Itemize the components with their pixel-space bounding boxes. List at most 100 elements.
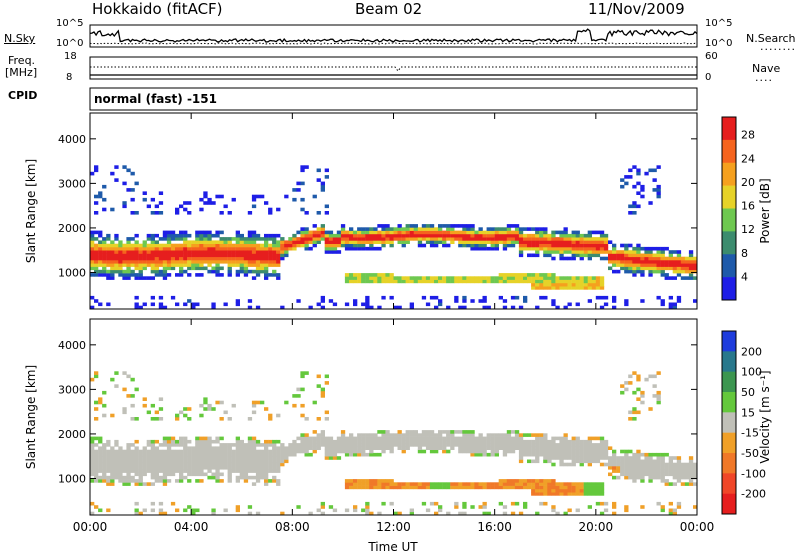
power-cell	[90, 253, 95, 258]
power-cell	[591, 286, 597, 290]
velocity-cell	[632, 469, 637, 473]
power-cell	[660, 273, 665, 277]
velocity-cell	[211, 462, 216, 467]
power-cell	[308, 230, 313, 235]
velocity-cell	[195, 443, 200, 447]
power-cell	[462, 276, 467, 280]
power-cell	[668, 276, 673, 280]
velocity-cell	[353, 436, 358, 441]
power-cell	[535, 286, 540, 290]
power-cell	[239, 266, 244, 271]
power-cell	[134, 233, 139, 238]
power-cell	[146, 250, 151, 254]
power-cell	[389, 233, 394, 238]
power-cell	[336, 233, 342, 238]
velocity-cell	[640, 400, 645, 405]
velocity-cell	[466, 449, 471, 454]
velocity-cell	[405, 482, 410, 486]
power-cell	[640, 266, 645, 271]
velocity-cell	[175, 466, 180, 470]
velocity-cell	[138, 479, 143, 483]
velocity-cell	[170, 501, 176, 506]
power-cell	[195, 230, 200, 235]
velocity-cell	[284, 459, 289, 464]
power-cell	[421, 237, 427, 241]
power-cell	[672, 276, 677, 280]
power-cell	[486, 237, 491, 241]
power-cell	[126, 250, 131, 254]
velocity-cell	[531, 492, 536, 496]
velocity-cell	[676, 469, 682, 473]
velocity-cell	[276, 466, 281, 470]
velocity-cell	[296, 449, 301, 454]
power-cell	[126, 276, 131, 280]
power-cell	[567, 246, 572, 251]
power-cell	[510, 243, 516, 248]
velocity-cell	[636, 462, 641, 467]
velocity-cell	[498, 436, 503, 441]
power-cell	[620, 266, 625, 271]
power-cell	[328, 243, 334, 248]
power-cell	[98, 240, 103, 244]
power-cell	[357, 240, 362, 244]
velocity-cell	[620, 469, 625, 473]
power-cell	[328, 237, 334, 241]
velocity-cell	[215, 439, 220, 444]
velocity-cell	[365, 501, 370, 506]
velocity-cell	[175, 413, 180, 418]
power-cell	[272, 263, 277, 267]
velocity-cell	[413, 430, 418, 434]
velocity-cell	[409, 511, 414, 516]
power-cell	[510, 273, 516, 277]
velocity-cell	[490, 449, 495, 454]
power-cell	[118, 269, 123, 274]
power-cell	[134, 211, 139, 215]
velocity-cell	[514, 446, 520, 450]
power-cell	[154, 256, 159, 261]
velocity-cell	[122, 456, 127, 460]
power-cell	[170, 263, 176, 267]
power-cell	[211, 240, 216, 244]
power-cell	[591, 230, 597, 235]
power-cell	[154, 211, 159, 215]
power-cell	[90, 237, 95, 241]
velocity-cell	[300, 449, 305, 454]
power-cell	[122, 256, 127, 261]
velocity-cell	[551, 482, 556, 486]
velocity-cell	[243, 462, 249, 467]
velocity-cell	[583, 485, 588, 490]
velocity-cell	[122, 371, 127, 375]
power-cell	[425, 240, 431, 244]
velocity-cell	[211, 439, 216, 444]
power-cell	[162, 246, 168, 251]
power-cell	[595, 237, 601, 241]
power-cell	[207, 230, 212, 235]
power-cell	[458, 230, 463, 235]
power-cell	[599, 250, 605, 254]
power-cell	[603, 240, 609, 244]
velocity-cell	[438, 430, 443, 434]
velocity-cell	[502, 449, 508, 454]
velocity-cell	[175, 469, 180, 473]
velocity-cell	[429, 443, 435, 447]
power-cell	[636, 246, 641, 251]
velocity-cell	[247, 439, 253, 444]
power-cell	[284, 194, 289, 199]
power-cell	[195, 263, 200, 267]
velocity-cell	[235, 456, 240, 460]
power-cell	[369, 230, 374, 235]
power-cell	[260, 263, 265, 267]
power-cell	[276, 273, 281, 277]
power-cell	[369, 233, 374, 238]
velocity-cell	[158, 508, 164, 513]
velocity-cell	[211, 449, 216, 454]
power-cell	[490, 240, 495, 244]
power-cell	[421, 279, 427, 284]
power-cell	[385, 233, 390, 238]
velocity-cell	[668, 508, 673, 513]
velocity-cell	[660, 466, 665, 470]
power-cell	[280, 237, 285, 241]
velocity-cell	[211, 472, 216, 477]
power-cell	[90, 263, 95, 267]
velocity-cell	[247, 449, 253, 454]
